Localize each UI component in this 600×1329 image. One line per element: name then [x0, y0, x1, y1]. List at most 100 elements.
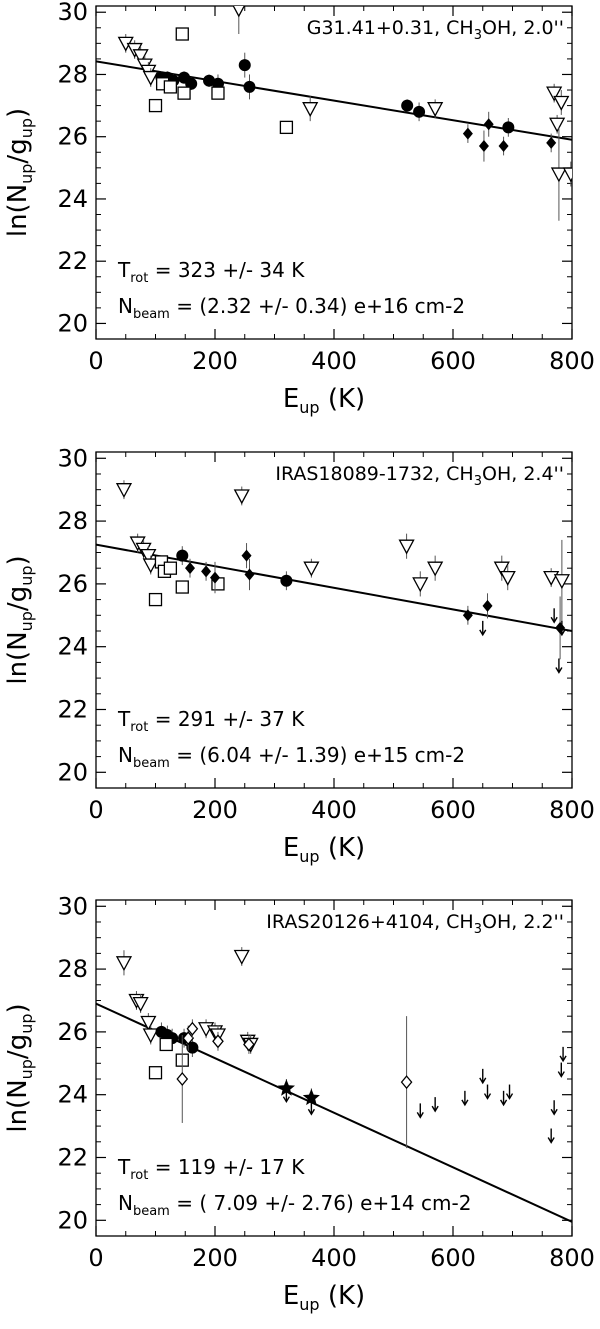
arrow-head	[550, 1108, 558, 1116]
nbeam-value: = (2.32 +/- 0.34) e+16 cm-2	[170, 294, 465, 318]
filled-diamond-marker	[201, 565, 212, 578]
filled-star-marker	[302, 1088, 320, 1106]
y-axis-label: ln(Nup/gup)	[3, 1003, 36, 1132]
upper-limit-arrow	[479, 620, 487, 637]
open-triangle-marker	[493, 561, 510, 577]
y-axis-label-sub: up	[17, 164, 36, 184]
filled-circle-marker	[176, 549, 189, 562]
open-square-marker	[148, 98, 163, 113]
filled-circle-marker	[401, 99, 414, 112]
x-tick-label: 800	[549, 347, 595, 375]
x-tick-label: 200	[192, 796, 238, 824]
upper-limit-arrow	[479, 1068, 487, 1085]
y-axis-label: ln(Nup/gup)	[3, 108, 36, 237]
source-annotation: G31.41+0.31, CH3OH, 2.0''	[307, 17, 564, 43]
upper-limit-arrow	[483, 1084, 492, 1100]
open-triangle-marker	[233, 949, 250, 965]
open-triangle-marker	[140, 1015, 157, 1031]
y-axis-label-sub: up	[17, 1014, 36, 1034]
upper-limit-arrow	[557, 1062, 565, 1078]
open-triangle-marker	[412, 577, 429, 593]
nbeam-subscript: beam	[133, 756, 170, 771]
open-triangle-marker	[132, 49, 149, 65]
x-axis-label-main: E	[283, 833, 299, 863]
plot-frame	[95, 5, 573, 340]
x-tick-label: 600	[430, 796, 476, 824]
y-tick-label: 20	[57, 1206, 88, 1234]
arrow-head	[557, 1071, 565, 1078]
upper-limit-arrow	[550, 608, 558, 624]
upper-limit-arrow	[282, 1087, 291, 1104]
x-tick-label: 800	[549, 1244, 595, 1272]
y-tick-label: 26	[57, 570, 88, 598]
y-axis-label-mid: /g	[3, 1034, 33, 1059]
data-layer	[96, 480, 572, 674]
x-tick-label: 400	[311, 1244, 357, 1272]
annotation-rest: OH, 2.2''	[482, 911, 564, 933]
y-axis-label-post: )	[3, 555, 33, 565]
open-triangle-marker	[302, 102, 319, 118]
x-tick-label: 800	[549, 796, 595, 824]
y-axis-label-mid: /g	[3, 586, 33, 611]
y-tick-label: 24	[57, 185, 88, 213]
nbeam-value: = (6.04 +/- 1.39) e+15 cm-2	[170, 743, 465, 767]
y-axis-label-sub: up	[17, 611, 36, 631]
x-axis-label-main: E	[283, 384, 299, 414]
filled-circle-marker	[502, 121, 515, 134]
y-axis-label-post: )	[3, 1003, 33, 1013]
x-tick-label: 600	[430, 347, 476, 375]
y-tick-label: 30	[57, 892, 88, 920]
x-axis-label-sub: up	[299, 398, 319, 417]
nbeam-value: = ( 7.09 +/- 2.76) e+14 cm-2	[170, 1191, 472, 1215]
trot-label: T	[117, 707, 131, 731]
open-triangle-marker	[303, 561, 320, 577]
y-tick-label: 30	[57, 0, 88, 26]
x-axis-label: Eup (K)	[283, 1281, 365, 1314]
x-tick-label: 400	[311, 347, 357, 375]
upper-limit-arrow	[461, 1090, 469, 1107]
arrow-head	[499, 1099, 508, 1107]
y-axis-label-sub: up	[17, 566, 36, 586]
upper-limit-arrow	[558, 620, 566, 637]
y-tick-label: 28	[57, 955, 88, 983]
x-axis-label: Eup (K)	[283, 833, 365, 866]
arrow-head	[505, 1093, 514, 1100]
open-triangle-marker	[142, 70, 159, 86]
x-tick-label: 0	[88, 796, 103, 824]
open-square-marker	[163, 561, 178, 575]
y-tick-label: 22	[57, 1143, 88, 1171]
trot-subscript: rot	[130, 1168, 148, 1183]
y-tick-label: 28	[57, 507, 88, 535]
open-square-marker	[163, 80, 178, 94]
arrow-head	[307, 1108, 315, 1116]
source-annotation: IRAS20126+4104, CH3OH, 2.2''	[266, 911, 564, 937]
open-triangle-marker	[142, 558, 159, 574]
open-triangle-marker	[140, 548, 157, 564]
filled-circle-marker	[280, 574, 293, 587]
fit-line	[96, 543, 572, 632]
y-tick-label: 28	[57, 60, 88, 88]
arrow-head	[558, 629, 566, 637]
arrow-head	[555, 667, 563, 674]
upper-limit-arrow	[547, 1128, 555, 1144]
trot-result: Trot = 291 +/- 37 K	[117, 707, 305, 735]
filled-star-marker	[277, 1079, 295, 1096]
open-triangle-marker	[546, 86, 563, 102]
arrow-head	[479, 629, 487, 637]
filled-circle-marker	[413, 105, 426, 118]
open-diamond-marker	[176, 1071, 189, 1087]
open-square-marker	[159, 1037, 173, 1052]
filled-diamond-marker	[498, 140, 509, 153]
filled-diamond-marker	[555, 621, 566, 634]
open-diamond-marker	[182, 1031, 195, 1046]
open-triangle-marker	[132, 996, 149, 1012]
upper-limit-arrow	[431, 1097, 439, 1113]
trot-result: Trot = 323 +/- 34 K	[117, 258, 305, 286]
filled-diamond-marker	[241, 549, 252, 562]
arrow-head	[282, 1096, 291, 1104]
annotation-rest: OH, 2.0''	[482, 17, 564, 39]
y-axis-label-pre: ln(N	[3, 1079, 33, 1132]
x-tick-label: 0	[88, 347, 103, 375]
